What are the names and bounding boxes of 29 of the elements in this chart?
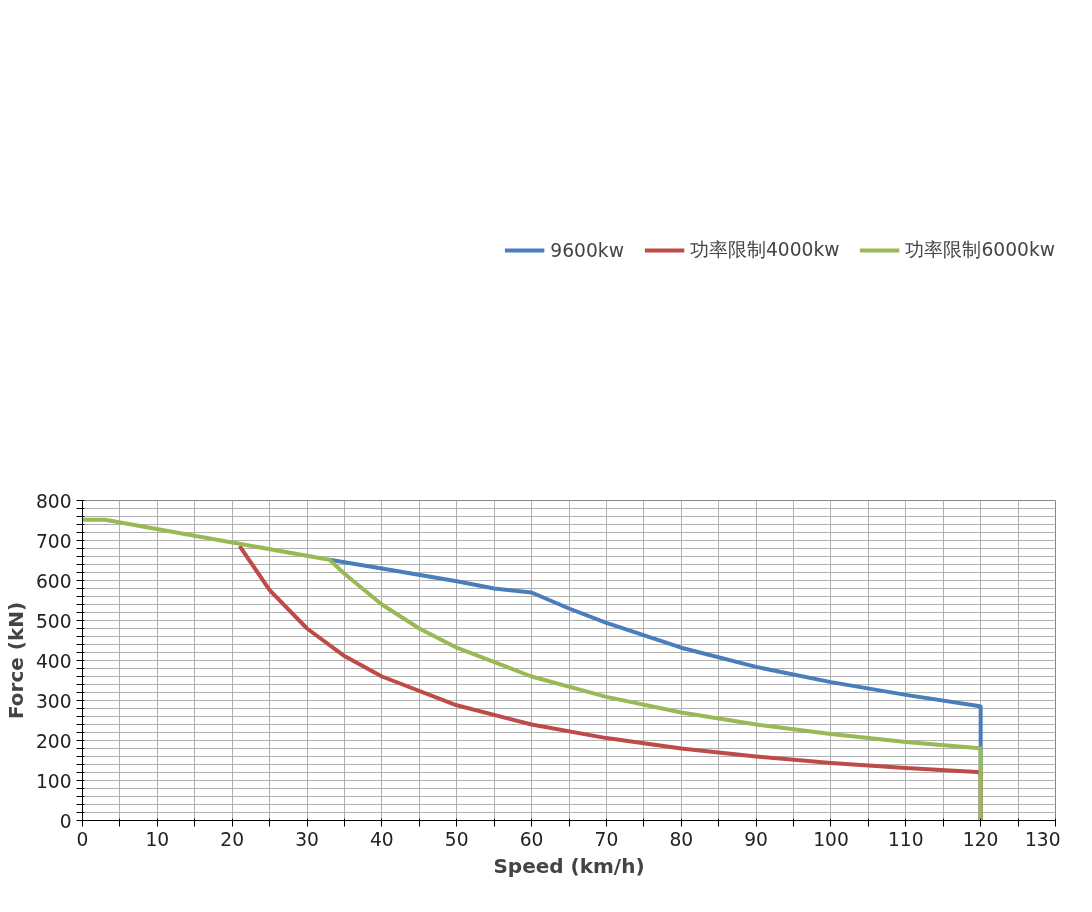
y-tick-label: 600 <box>35 570 72 592</box>
x-tick-label: 10 <box>145 828 170 850</box>
x-tick-label: 20 <box>220 828 245 850</box>
y-axis-title: Force (kN) <box>3 601 28 720</box>
x-tick-label: 50 <box>444 828 469 850</box>
y-tick-label: 700 <box>35 530 72 552</box>
x-tick-label: 0 <box>76 828 89 850</box>
x-tick-label: 120 <box>962 828 999 850</box>
x-tick-label: 40 <box>370 828 394 850</box>
x-tick-label: 130 <box>1024 828 1061 850</box>
y-tick-label: 400 <box>35 650 72 672</box>
x-axis-title: Speed (km/h) <box>493 853 645 878</box>
x-tick-label: 70 <box>594 828 619 850</box>
x-tick-label: 80 <box>669 828 694 850</box>
y-tick-label: 500 <box>35 610 72 632</box>
x-tick-label: 60 <box>519 828 544 850</box>
x-tick-label: 90 <box>744 828 768 850</box>
legend-label: 功率限制4000kw <box>689 238 840 262</box>
y-tick-label: 300 <box>35 690 72 712</box>
legend-label: 功率限制6000kw <box>905 238 1055 262</box>
x-tick-label: 30 <box>295 828 319 850</box>
y-tick-label: 200 <box>35 730 72 752</box>
line-series <box>82 517 983 821</box>
y-tick-label: 100 <box>35 770 72 792</box>
y-tick-label: 800 <box>35 490 72 512</box>
legend-label: 9600kw <box>550 239 624 261</box>
x-tick-label: 100 <box>813 828 849 850</box>
y-tick-label: 0 <box>59 810 72 832</box>
x-tick-label: 110 <box>888 828 924 850</box>
